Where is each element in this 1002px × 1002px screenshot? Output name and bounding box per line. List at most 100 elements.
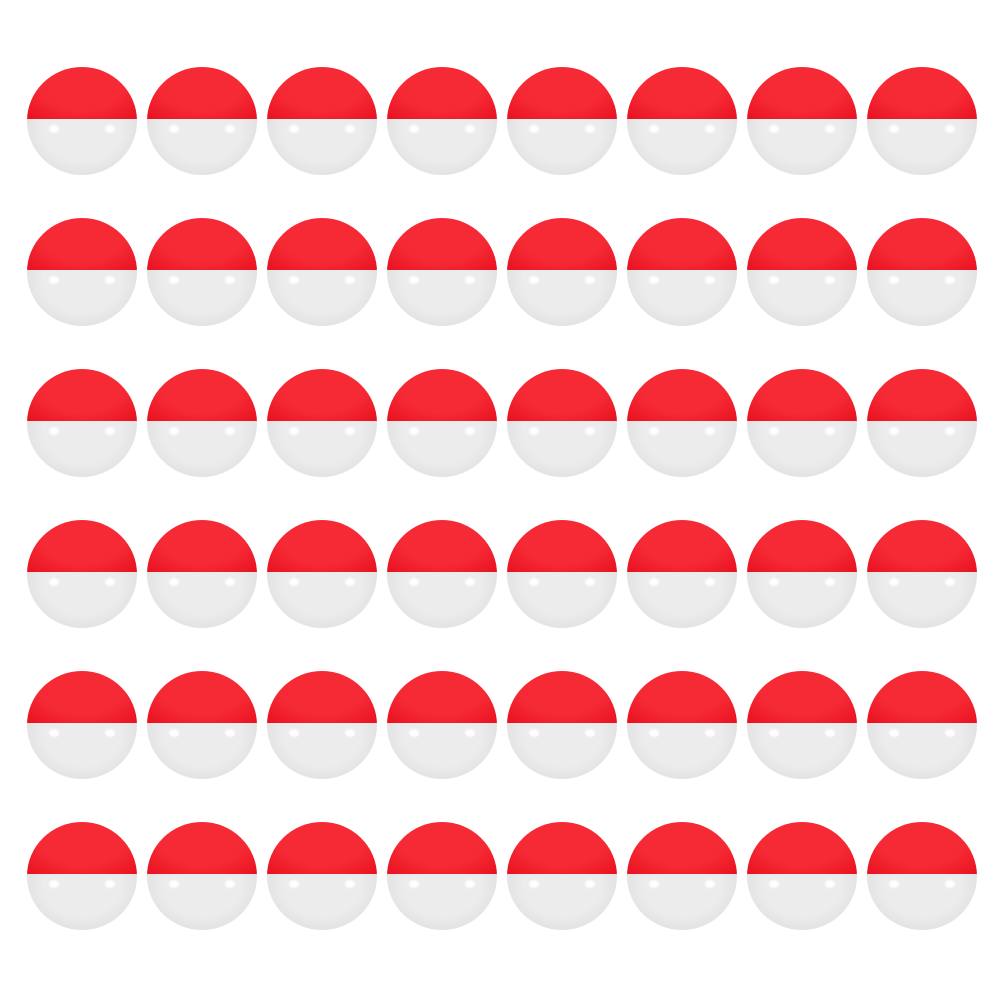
ball bbox=[747, 822, 857, 930]
ball-white-half bbox=[27, 873, 137, 930]
ball-highlight bbox=[409, 276, 419, 285]
ball-red-half bbox=[627, 822, 737, 874]
ball-white-half bbox=[627, 571, 737, 628]
ball-highlight bbox=[49, 125, 59, 134]
ball-highlight bbox=[769, 427, 779, 436]
ball-highlight bbox=[585, 125, 595, 134]
ball-highlight bbox=[105, 427, 115, 436]
ball-highlight bbox=[345, 276, 355, 285]
ball bbox=[867, 218, 977, 326]
ball-red-half bbox=[267, 520, 377, 572]
ball-highlight bbox=[225, 125, 235, 134]
ball-red-half bbox=[507, 67, 617, 119]
ball-highlight bbox=[649, 729, 659, 738]
ball bbox=[27, 520, 137, 628]
ball bbox=[627, 67, 737, 175]
ball-white-half bbox=[267, 722, 377, 779]
ball-white-half bbox=[507, 118, 617, 175]
ball-white-half bbox=[147, 420, 257, 477]
ball-white-half bbox=[867, 420, 977, 477]
ball-white-half bbox=[507, 269, 617, 326]
ball-white-half bbox=[507, 571, 617, 628]
ball-white-half bbox=[267, 420, 377, 477]
ball-red-half bbox=[147, 671, 257, 723]
ball-red-half bbox=[27, 822, 137, 874]
ball-highlight bbox=[169, 578, 179, 587]
ball-highlight bbox=[225, 880, 235, 889]
ball bbox=[387, 671, 497, 779]
ball-highlight bbox=[705, 880, 715, 889]
ball-red-half bbox=[747, 218, 857, 270]
ball bbox=[507, 218, 617, 326]
ball bbox=[507, 520, 617, 628]
ball-white-half bbox=[867, 118, 977, 175]
ball-highlight bbox=[169, 427, 179, 436]
ball-highlight bbox=[465, 427, 475, 436]
ball bbox=[387, 218, 497, 326]
ball-white-half bbox=[27, 269, 137, 326]
ball bbox=[867, 822, 977, 930]
ball-white-half bbox=[147, 722, 257, 779]
ball-highlight bbox=[105, 125, 115, 134]
ball-red-half bbox=[867, 67, 977, 119]
ball-highlight bbox=[769, 276, 779, 285]
ball-highlight bbox=[289, 427, 299, 436]
ball-highlight bbox=[289, 125, 299, 134]
ball-red-half bbox=[27, 520, 137, 572]
ball-white-half bbox=[387, 420, 497, 477]
ball-red-half bbox=[267, 671, 377, 723]
ball-highlight bbox=[49, 880, 59, 889]
ball bbox=[267, 67, 377, 175]
ball-red-half bbox=[147, 369, 257, 421]
ball-highlight bbox=[649, 276, 659, 285]
ball-white-half bbox=[27, 420, 137, 477]
ball bbox=[27, 671, 137, 779]
ball-red-half bbox=[147, 520, 257, 572]
ball-white-half bbox=[267, 571, 377, 628]
ball-highlight bbox=[649, 880, 659, 889]
ball-highlight bbox=[409, 578, 419, 587]
ball bbox=[507, 67, 617, 175]
ball-red-half bbox=[867, 822, 977, 874]
ball bbox=[867, 369, 977, 477]
ball-white-half bbox=[147, 118, 257, 175]
ball-red-half bbox=[27, 218, 137, 270]
ball-highlight bbox=[889, 880, 899, 889]
ball-highlight bbox=[409, 729, 419, 738]
ball bbox=[147, 520, 257, 628]
ball bbox=[867, 671, 977, 779]
ball-red-half bbox=[867, 520, 977, 572]
ball bbox=[387, 369, 497, 477]
ball-white-half bbox=[867, 873, 977, 930]
ball-highlight bbox=[289, 880, 299, 889]
ball-red-half bbox=[267, 218, 377, 270]
ball-highlight bbox=[465, 880, 475, 889]
ball bbox=[267, 218, 377, 326]
ball-highlight bbox=[649, 427, 659, 436]
ball-highlight bbox=[465, 578, 475, 587]
ball-red-half bbox=[747, 671, 857, 723]
ball-highlight bbox=[289, 729, 299, 738]
ball-white-half bbox=[747, 571, 857, 628]
ball-red-half bbox=[627, 369, 737, 421]
ball bbox=[267, 822, 377, 930]
ball-highlight bbox=[345, 427, 355, 436]
ball-highlight bbox=[105, 276, 115, 285]
ball-red-half bbox=[747, 369, 857, 421]
ball-highlight bbox=[169, 276, 179, 285]
ball-highlight bbox=[649, 578, 659, 587]
ball-red-half bbox=[507, 822, 617, 874]
ball bbox=[267, 520, 377, 628]
ball-highlight bbox=[529, 125, 539, 134]
ball-red-half bbox=[507, 520, 617, 572]
ball bbox=[147, 218, 257, 326]
ball bbox=[627, 671, 737, 779]
ball-highlight bbox=[705, 276, 715, 285]
ball-highlight bbox=[409, 880, 419, 889]
ball-red-half bbox=[747, 822, 857, 874]
ball-white-half bbox=[627, 873, 737, 930]
ball-white-half bbox=[147, 873, 257, 930]
ball-highlight bbox=[825, 880, 835, 889]
ball-white-half bbox=[147, 571, 257, 628]
ball-highlight bbox=[225, 427, 235, 436]
